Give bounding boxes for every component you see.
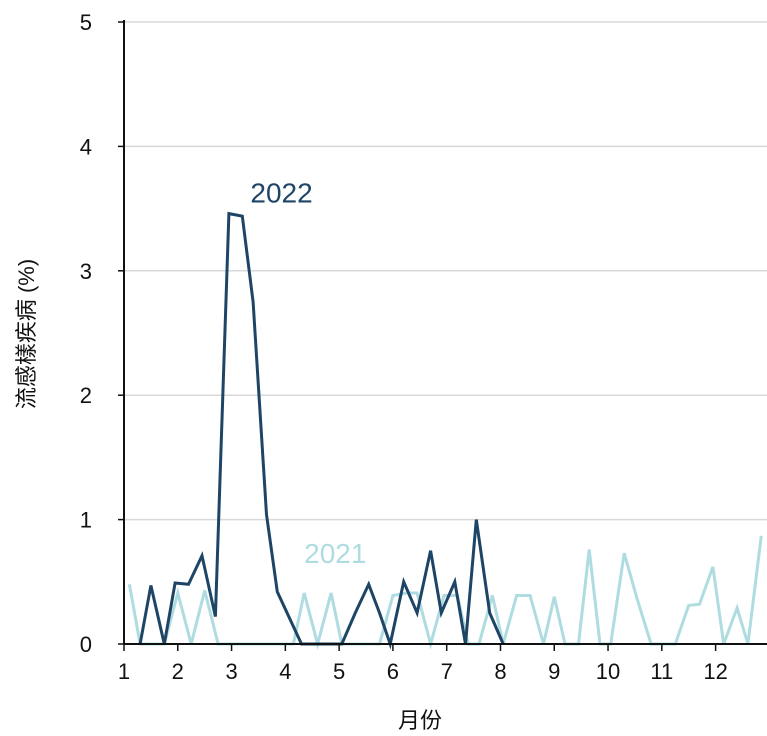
series-annotations: 2022 2021 (250, 177, 366, 569)
series-label-2022: 2022 (250, 177, 312, 208)
x-tick-label: 2 (172, 659, 184, 684)
x-tick-label: 11 (650, 659, 673, 684)
x-tick-label: 3 (225, 659, 237, 684)
y-tick-label: 0 (80, 632, 92, 657)
x-tick-label: 1 (118, 659, 130, 684)
x-tick-label: 8 (494, 659, 506, 684)
y-tick-labels: 0 1 2 3 4 5 (80, 10, 124, 657)
x-axis-title: 月份 (398, 708, 442, 733)
y-tick-label: 2 (80, 383, 92, 408)
x-tick-label: 6 (387, 659, 399, 684)
x-tick-label: 4 (279, 659, 291, 684)
series-label-2021: 2021 (304, 538, 366, 569)
axes (123, 20, 767, 645)
series-line-2021 (127, 535, 763, 650)
series-lines (127, 211, 763, 650)
y-tick-label: 3 (80, 259, 92, 284)
y-tick-label: 5 (80, 10, 92, 35)
x-tick-labels: 1 2 3 4 5 6 7 8 9 10 11 12 (118, 644, 728, 684)
x-tick-label: 5 (333, 659, 345, 684)
series-line-2022 (138, 211, 505, 650)
x-tick-label: 12 (703, 659, 727, 684)
gridlines (124, 21, 767, 521)
y-tick-label: 4 (80, 134, 92, 159)
x-tick-label: 9 (548, 659, 560, 684)
x-tick-label: 10 (596, 659, 620, 684)
x-tick-label: 7 (441, 659, 453, 684)
y-tick-label: 1 (80, 508, 92, 533)
y-axis-title: 流感樣疾病 (%) (14, 259, 39, 409)
